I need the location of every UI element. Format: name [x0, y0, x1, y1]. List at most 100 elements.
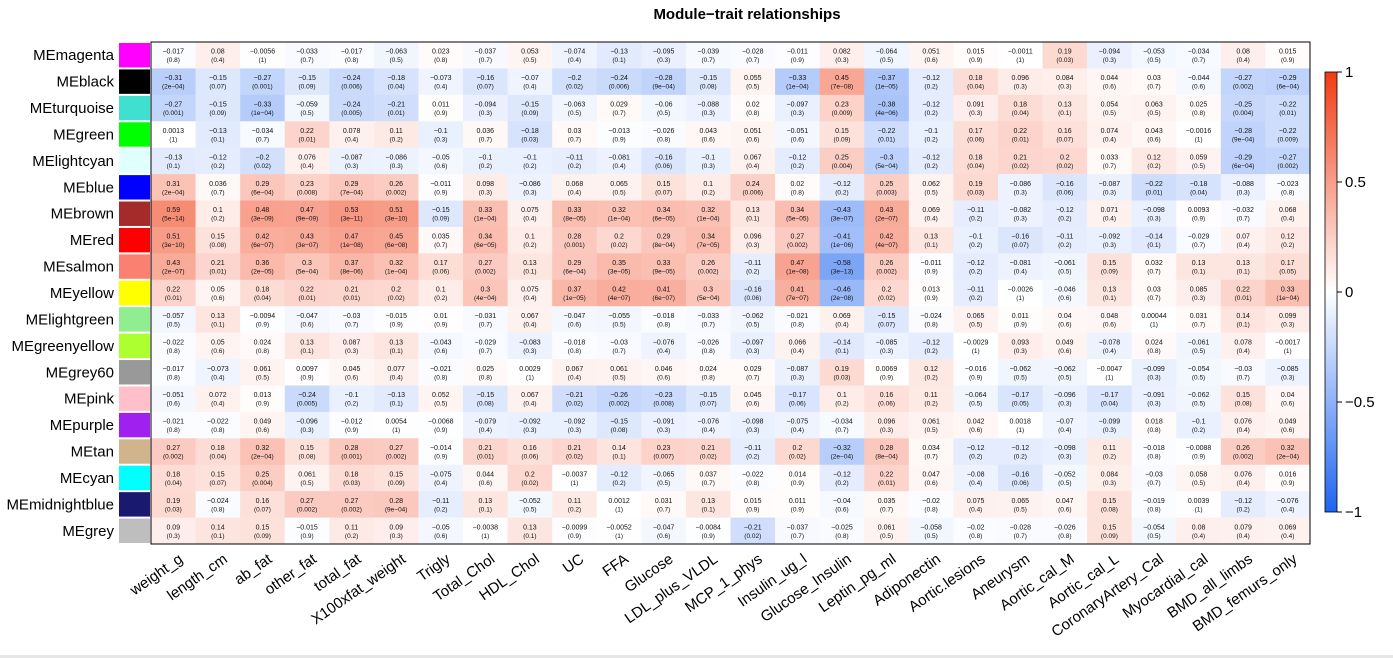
heatmap-cell: [240, 200, 286, 228]
heatmap-cell: [908, 42, 954, 69]
cell-pvalue: (0.03): [343, 480, 360, 487]
cell-correlation: 0.066: [789, 339, 807, 346]
heatmap-cell: [1176, 253, 1222, 281]
cell-correlation: −0.02: [967, 524, 985, 531]
heatmap-cell: [1042, 411, 1088, 439]
heatmap-cell: [1087, 438, 1132, 466]
cell-pvalue: (0.9): [345, 427, 358, 434]
heatmap-cell: [775, 147, 820, 175]
cell-pvalue: (6e−04): [1232, 163, 1255, 170]
heatmap-cell: [908, 411, 954, 439]
cell-correlation: −0.078: [1099, 339, 1121, 346]
heatmap-cell: [1265, 385, 1311, 413]
heatmap-cell: [730, 306, 776, 333]
cell-correlation: 0.042: [967, 419, 985, 426]
heatmap-cell: [1220, 94, 1266, 122]
cell-correlation: −0.073: [430, 75, 452, 82]
cell-pvalue: (0.6): [256, 427, 269, 434]
row-label: MEblue: [63, 179, 114, 196]
cell-correlation: 0.17: [434, 260, 448, 267]
heatmap-cell: [775, 68, 820, 96]
cell-correlation: −0.092: [564, 419, 586, 426]
cell-correlation: 0.13: [701, 498, 715, 505]
cell-pvalue: (1e−04): [474, 216, 497, 223]
cell-pvalue: (0.9): [1192, 454, 1205, 461]
cell-correlation: 0.096: [878, 419, 896, 426]
heatmap-cell: [552, 359, 598, 386]
cell-correlation: 0.19: [835, 366, 849, 373]
cell-pvalue: (2e−04): [831, 454, 854, 461]
cell-pvalue: (0.02): [1056, 163, 1073, 170]
heatmap-cell: [1265, 464, 1311, 492]
cell-pvalue: (0.04): [254, 295, 271, 302]
cell-correlation: 0.47: [791, 260, 805, 267]
heatmap-cell: [775, 279, 820, 307]
heatmap-cell: [685, 121, 731, 148]
cell-pvalue: (0.2): [211, 163, 224, 170]
cell-pvalue: (9e−04): [385, 506, 408, 513]
heatmap-cell: [1176, 411, 1222, 439]
cell-correlation: −0.015: [296, 524, 318, 531]
cell-correlation: 0.071: [1101, 207, 1119, 214]
cell-correlation: −0.013: [608, 128, 630, 135]
cell-pvalue: (0.03): [521, 136, 538, 143]
heatmap-cell: [819, 438, 865, 466]
cell-pvalue: (7e−07): [786, 295, 809, 302]
cell-pvalue: (0.5): [1147, 110, 1160, 117]
heatmap-cell: [953, 42, 999, 69]
cell-pvalue: (6e−05): [652, 216, 675, 223]
cell-pvalue: (1e−05): [875, 84, 898, 91]
cell-correlation: 0.26: [389, 181, 403, 188]
cell-pvalue: (0.9): [880, 374, 893, 381]
row-label: MEgreenyellow: [11, 338, 114, 355]
heatmap-cell: [685, 94, 731, 122]
cell-correlation: 0.29: [345, 181, 359, 188]
cell-correlation: 0.078: [343, 128, 361, 135]
cell-pvalue: (0.2): [1147, 163, 1160, 170]
cell-pvalue: (8e−04): [875, 454, 898, 461]
heatmap-cell: [240, 68, 286, 96]
cell-correlation: −0.03: [610, 339, 628, 346]
cell-correlation: 0.076: [1234, 471, 1252, 478]
heatmap-cell: [418, 306, 464, 333]
heatmap-cell: [329, 174, 375, 201]
cell-pvalue: (0.6): [657, 533, 670, 540]
module-swatch: [119, 518, 150, 543]
cell-correlation: −0.044: [1188, 75, 1210, 82]
heatmap-cell: [908, 147, 954, 175]
cell-correlation: 0.22: [1236, 287, 1250, 294]
cell-pvalue: (0.09): [1101, 269, 1118, 276]
cell-correlation: 0.15: [256, 524, 270, 531]
heatmap-cell: [284, 253, 330, 281]
cell-pvalue: (0.8): [657, 321, 670, 328]
heatmap-cell: [195, 438, 241, 466]
cell-correlation: 0.058: [1190, 471, 1208, 478]
heatmap-cell: [1220, 121, 1266, 148]
cell-correlation: 0.032: [1145, 260, 1163, 267]
cell-correlation: −0.16: [744, 287, 762, 294]
cell-correlation: 0.34: [701, 234, 715, 241]
cell-pvalue: (0.3): [969, 110, 982, 117]
cell-correlation: −0.0038: [473, 524, 499, 531]
heatmap-cell: [552, 226, 598, 254]
heatmap-cell: [641, 491, 687, 518]
heatmap-cell: [463, 94, 508, 122]
cell-correlation: 0.052: [432, 392, 450, 399]
heatmap-cell: [1220, 279, 1266, 307]
cell-pvalue: (0.7): [434, 242, 447, 249]
heatmap-cell: [775, 94, 820, 122]
heatmap-cell: [1220, 306, 1266, 333]
cell-pvalue: (0.4): [523, 295, 536, 302]
cell-correlation: 0.02: [791, 181, 805, 188]
cell-pvalue: (0.3): [657, 427, 670, 434]
cell-pvalue: (1): [1284, 348, 1292, 355]
cell-pvalue: (0.7): [1192, 321, 1205, 328]
cell-pvalue: (0.9): [1281, 57, 1294, 64]
heatmap-cell: [1176, 385, 1222, 413]
cell-pvalue: (0.2): [434, 295, 447, 302]
heatmap-cell: [1220, 68, 1266, 96]
heatmap-cell: [329, 332, 375, 360]
cell-correlation: −0.051: [162, 392, 184, 399]
cell-correlation: −0.063: [385, 49, 407, 56]
cell-pvalue: (0.8): [924, 321, 937, 328]
